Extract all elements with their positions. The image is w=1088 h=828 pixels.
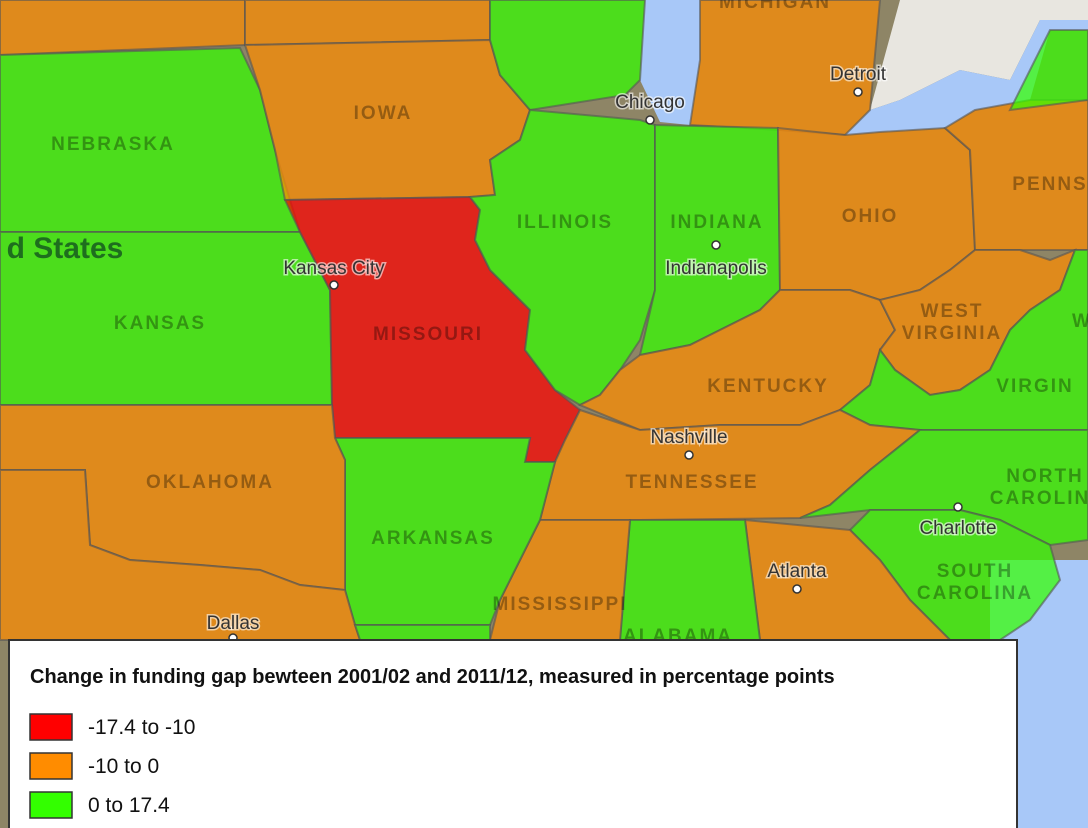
state-label: WEST	[921, 301, 984, 322]
state-label: NORTH	[1006, 466, 1084, 487]
state-label: CAROLIN	[990, 488, 1088, 509]
city-label: Dallas	[207, 613, 260, 634]
state-label: PENNS	[1012, 174, 1087, 195]
legend-title: Change in funding gap bewteen 2001/02 an…	[30, 666, 835, 688]
legend: Change in funding gap bewteen 2001/02 an…	[8, 639, 1018, 828]
city-dot	[329, 280, 339, 290]
city-label: Detroit	[830, 64, 887, 85]
legend-swatch	[29, 713, 73, 741]
state-label: ILLINOIS	[517, 212, 613, 233]
state-label: KANSAS	[114, 313, 206, 334]
canada	[870, 0, 1088, 110]
state-region	[489, 0, 647, 112]
legend-label: -17.4 to -10	[88, 716, 195, 739]
state-region	[244, 0, 491, 47]
state-label: VIRGIN	[996, 376, 1073, 397]
city-dot	[853, 87, 863, 97]
legend-box	[8, 639, 1018, 828]
city-dot	[684, 450, 694, 460]
state-label: VIRGINIA	[902, 323, 1002, 344]
lake-michigan	[640, 0, 700, 125]
legend-label: 0 to 17.4	[88, 794, 170, 817]
state-label: IOWA	[354, 103, 413, 124]
state-label: SOUTH	[937, 561, 1014, 582]
state-labels: MICHIGAN IOWA NEBRASKA KANSAS MISSOURI I…	[51, 0, 1088, 647]
city-dot	[711, 240, 721, 250]
state-label: CAROLINA	[917, 583, 1033, 604]
state-label: TENNESSEE	[625, 472, 758, 493]
state-label: MISSOURI	[373, 324, 483, 345]
city-label: Nashville	[650, 427, 727, 448]
state-label: OKLAHOMA	[146, 472, 274, 493]
state-label: ARKANSAS	[371, 528, 495, 549]
state-label: MICHIGAN	[719, 0, 831, 13]
legend-swatch	[29, 791, 73, 819]
state-region	[353, 624, 491, 641]
cities: Chicago Detroit Kansas City Indianapolis…	[205, 63, 998, 643]
city-label: Chicago	[615, 92, 685, 113]
legend-label: -10 to 0	[88, 755, 159, 778]
state-label: W	[1072, 311, 1088, 332]
state-label: OHIO	[842, 206, 899, 227]
state-region	[0, 0, 246, 57]
city-label: Indianapolis	[665, 258, 766, 279]
state-label: NEBRASKA	[51, 134, 175, 155]
lake-erie	[845, 20, 1088, 135]
city-label: Kansas City	[283, 258, 385, 279]
legend-items: -17.4 to -10 -10 to 0 0 to 17.4	[29, 713, 195, 819]
legend-swatch	[29, 752, 73, 780]
city-dot	[792, 584, 802, 594]
city-dot	[953, 502, 963, 512]
city-dot	[645, 115, 655, 125]
state-region	[618, 519, 762, 641]
state-label: MISSISSIPPI	[493, 594, 628, 615]
state-region	[1008, 29, 1088, 112]
city-label: Charlotte	[919, 518, 996, 539]
city-label: Atlanta	[767, 561, 827, 582]
state-label: KENTUCKY	[707, 376, 829, 397]
state-label: INDIANA	[670, 212, 763, 233]
country-label: d States	[7, 232, 124, 265]
